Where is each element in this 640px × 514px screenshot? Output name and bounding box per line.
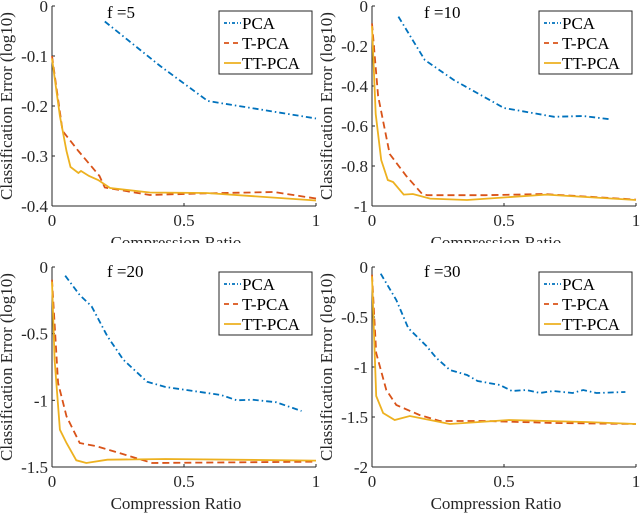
- y-axis-label: Classification Error (log10): [0, 273, 16, 461]
- y-tick-label: 0: [40, 0, 49, 16]
- x-tick-label: 0.5: [173, 472, 194, 491]
- y-tick-label: -0.4: [341, 77, 368, 96]
- x-tick-label: 0.5: [173, 211, 194, 230]
- subplot-title: f =30: [424, 262, 461, 281]
- legend-entry: T-PCA: [242, 34, 290, 53]
- legend-entry: PCA: [562, 14, 596, 33]
- y-tick-label: -0.6: [341, 117, 368, 136]
- series-line-t-pca: [371, 23, 637, 201]
- x-tick-label: 0.5: [493, 472, 514, 491]
- y-tick-label: -0.8: [341, 157, 368, 176]
- legend-entry: PCA: [242, 275, 276, 294]
- series-line-tt-pca: [371, 25, 637, 201]
- y-tick-label: 0: [360, 0, 369, 16]
- series-line-pca: [64, 275, 302, 412]
- y-tick-label: -0.5: [341, 308, 368, 327]
- y-tick-label: -1: [354, 358, 368, 377]
- series-line-t-pca: [51, 55, 317, 200]
- legend-entry: T-PCA: [562, 34, 610, 53]
- legend-entry: TT-PCA: [562, 315, 621, 334]
- legend-entry: T-PCA: [242, 295, 290, 314]
- subplot-title: f =10: [424, 3, 461, 22]
- legend-entry: T-PCA: [562, 295, 610, 314]
- x-axis-label: Compression Ratio: [111, 233, 242, 252]
- subplot-title: f =20: [107, 262, 144, 281]
- series-line-tt-pca: [371, 276, 637, 425]
- x-tick-label: 0: [48, 211, 57, 230]
- series-line-t-pca: [51, 279, 317, 464]
- y-tick-label: -1: [34, 391, 48, 410]
- y-tick-label: -0.5: [21, 325, 48, 344]
- y-axis-label: Classification Error (log10): [0, 12, 16, 200]
- y-tick-label: -1: [354, 197, 368, 216]
- y-tick-label: -0.2: [341, 37, 368, 56]
- x-axis-label: Compression Ratio: [431, 233, 562, 252]
- x-tick-label: 1: [312, 472, 321, 491]
- series-line-pca: [397, 16, 610, 121]
- y-tick-label: -0.1: [21, 47, 48, 66]
- x-axis-label: Compression Ratio: [431, 494, 562, 513]
- x-tick-label: 1: [632, 211, 640, 230]
- x-tick-label: 0: [368, 211, 377, 230]
- series-line-pca: [104, 20, 317, 120]
- y-tick-label: -0.2: [21, 97, 48, 116]
- y-tick-label: -0.3: [21, 147, 48, 166]
- series-line-t-pca: [371, 274, 637, 425]
- y-tick-label: 0: [360, 258, 369, 277]
- legend-entry: PCA: [242, 14, 276, 33]
- x-tick-label: 0: [368, 472, 377, 491]
- y-axis-label: Classification Error (log10): [317, 12, 336, 200]
- legend-entry: PCA: [562, 275, 596, 294]
- legend-entry: TT-PCA: [242, 54, 301, 73]
- x-tick-label: 1: [632, 472, 640, 491]
- series-line-tt-pca: [51, 58, 317, 202]
- legend-entry: TT-PCA: [562, 54, 621, 73]
- x-tick-label: 0: [48, 472, 57, 491]
- subplot-title: f =5: [107, 3, 135, 22]
- y-axis-label: Classification Error (log10): [317, 273, 336, 461]
- x-tick-label: 0.5: [493, 211, 514, 230]
- y-tick-label: -1.5: [341, 408, 368, 427]
- legend-entry: TT-PCA: [242, 315, 301, 334]
- y-tick-label: -1.5: [21, 458, 48, 477]
- x-axis-label: Compression Ratio: [111, 494, 242, 513]
- x-tick-label: 1: [312, 211, 321, 230]
- y-tick-label: 0: [40, 258, 49, 277]
- series-line-tt-pca: [51, 281, 317, 464]
- y-tick-label: -0.4: [21, 197, 48, 216]
- y-tick-label: -2: [354, 458, 368, 477]
